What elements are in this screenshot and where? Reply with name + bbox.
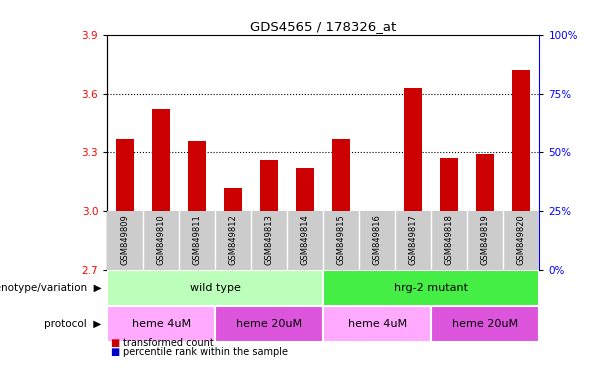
Text: protocol  ▶: protocol ▶ — [44, 319, 101, 329]
Text: GSM849812: GSM849812 — [229, 214, 238, 265]
Text: GSM849813: GSM849813 — [265, 214, 274, 265]
Text: hrg-2 mutant: hrg-2 mutant — [394, 283, 468, 293]
Text: GSM849815: GSM849815 — [337, 214, 346, 265]
Bar — [296, 168, 314, 270]
Text: heme 20uM: heme 20uM — [452, 319, 519, 329]
Bar — [332, 139, 351, 270]
Text: GSM849814: GSM849814 — [301, 214, 310, 265]
Bar — [368, 266, 386, 270]
Bar — [107, 306, 215, 342]
Bar — [215, 306, 324, 342]
Bar — [476, 154, 495, 270]
Text: GSM849820: GSM849820 — [517, 214, 526, 265]
Bar — [324, 270, 539, 306]
Bar — [152, 109, 170, 270]
Text: heme 20uM: heme 20uM — [236, 319, 302, 329]
Text: transformed count: transformed count — [123, 338, 213, 348]
Bar — [512, 70, 530, 270]
Text: percentile rank within the sample: percentile rank within the sample — [123, 347, 287, 358]
Bar — [440, 158, 459, 270]
Bar — [432, 306, 539, 342]
Text: wild type: wild type — [190, 283, 241, 293]
Bar — [261, 160, 278, 270]
Bar — [107, 270, 324, 306]
Text: GSM849809: GSM849809 — [121, 214, 130, 265]
Bar — [224, 188, 242, 270]
Text: GSM849819: GSM849819 — [481, 214, 490, 265]
Title: GDS4565 / 178326_at: GDS4565 / 178326_at — [250, 20, 397, 33]
Text: genotype/variation  ▶: genotype/variation ▶ — [0, 283, 101, 293]
Text: heme 4uM: heme 4uM — [132, 319, 191, 329]
Text: GSM849811: GSM849811 — [193, 214, 202, 265]
Bar — [324, 306, 432, 342]
Bar — [188, 141, 207, 270]
Text: GSM849810: GSM849810 — [157, 214, 166, 265]
Text: ■: ■ — [110, 338, 120, 348]
Text: GSM849818: GSM849818 — [445, 214, 454, 265]
Text: ■: ■ — [110, 347, 120, 358]
Text: GSM849816: GSM849816 — [373, 214, 382, 265]
Text: heme 4uM: heme 4uM — [348, 319, 407, 329]
Text: GSM849817: GSM849817 — [409, 214, 418, 265]
Bar — [116, 139, 134, 270]
Bar — [405, 88, 422, 270]
